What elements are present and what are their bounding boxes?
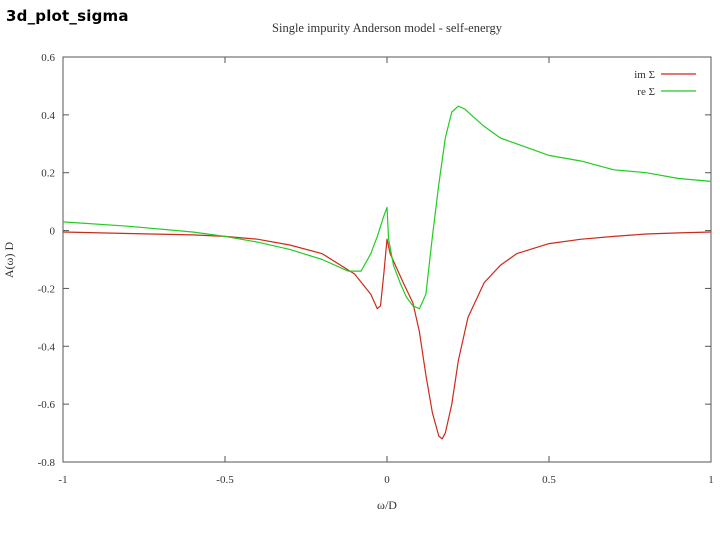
axis-ticks xyxy=(62,56,712,463)
y-tick-labels: -0.8 -0.6 -0.4 -0.2 0 0.2 0.4 0.6 xyxy=(38,52,56,469)
legend: im Σ re Σ xyxy=(634,69,696,98)
y-tick-label: -0.8 xyxy=(38,457,56,469)
legend-label: re Σ xyxy=(637,86,655,98)
y-tick-label: 0 xyxy=(50,226,56,238)
slide-title: 3d_plot_sigma xyxy=(6,7,129,25)
x-tick-label: -0.5 xyxy=(216,474,234,486)
x-axis-label: ω/D xyxy=(377,498,397,512)
x-tick-label: 0 xyxy=(384,474,390,486)
x-tick-labels: -1 -0.5 0 0.5 1 xyxy=(58,474,713,486)
y-tick-label: -0.4 xyxy=(38,341,56,353)
y-tick-label: 0.2 xyxy=(41,168,55,180)
y-tick-label: -0.6 xyxy=(38,399,56,411)
y-axis-label: A(ω) D xyxy=(2,242,16,279)
chart-title: Single impurity Anderson model - self-en… xyxy=(272,21,503,35)
series-line-re-sigma xyxy=(62,105,712,310)
plot-frame xyxy=(62,56,712,463)
y-tick-label: 0.6 xyxy=(41,52,55,64)
x-tick-label: -1 xyxy=(58,474,67,486)
legend-label: im Σ xyxy=(634,69,655,81)
y-tick-label: -0.2 xyxy=(38,283,55,295)
y-tick-label: 0.4 xyxy=(41,110,55,122)
x-tick-label: 0.5 xyxy=(542,474,556,486)
series-lines xyxy=(62,105,712,440)
x-tick-label: 1 xyxy=(708,474,714,486)
series-line-im-sigma xyxy=(62,231,712,440)
